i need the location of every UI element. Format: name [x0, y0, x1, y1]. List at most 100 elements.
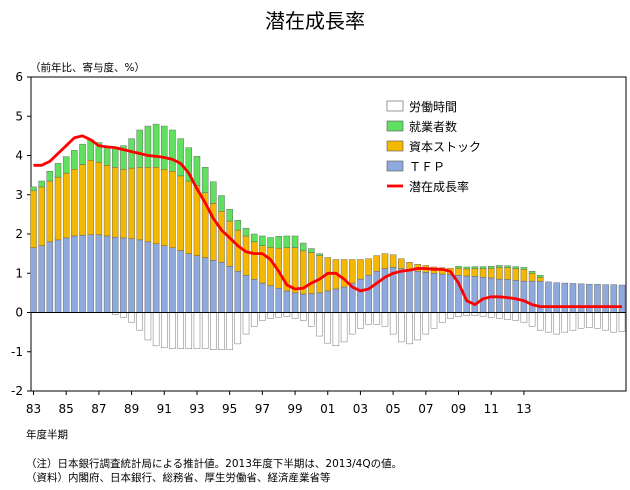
- bar-segment: [283, 312, 291, 317]
- legend-swatch: [386, 160, 404, 172]
- bar-segment: [218, 312, 225, 350]
- bar-segment: [455, 312, 462, 317]
- bar-segment: [30, 247, 37, 313]
- bar-segment: [406, 312, 413, 345]
- bar-segment: [144, 312, 152, 341]
- bar-segment: [365, 275, 372, 313]
- bar-segment: [561, 312, 569, 333]
- bar-segment: [577, 283, 585, 313]
- y-tick-label: 1: [15, 266, 23, 280]
- bar-segment: [79, 164, 86, 236]
- bar-segment: [496, 312, 503, 319]
- legend-label: 就業者数: [409, 119, 457, 134]
- bar-segment: [340, 312, 348, 343]
- x-tick-label: 99: [287, 402, 302, 416]
- bar-segment: [430, 273, 438, 313]
- bar-segment: [414, 312, 421, 341]
- bar-segment: [471, 266, 479, 269]
- bar-segment: [177, 175, 184, 251]
- potential-growth-line: [33, 134, 622, 308]
- bar-segment: [422, 272, 430, 313]
- bar-segment: [316, 292, 323, 313]
- bar-segment: [373, 255, 381, 272]
- bar-segment: [169, 312, 176, 349]
- bar-segment: [250, 233, 258, 243]
- bar-segment: [161, 169, 168, 246]
- bar-segment: [447, 274, 454, 313]
- bar-segment: [324, 312, 331, 344]
- bar-segment: [152, 123, 160, 168]
- bar-segment: [169, 247, 176, 313]
- bar-segment: [112, 147, 119, 168]
- bar-segment: [463, 266, 470, 270]
- bar-segment: [112, 236, 119, 313]
- bar-segment: [161, 312, 168, 349]
- bar-segment: [438, 273, 446, 313]
- source-note: （資料）内閣府、日本銀行、総務省、厚生労働省、経済産業省等: [26, 472, 331, 484]
- bar-segment: [381, 312, 389, 327]
- bar-segment: [136, 167, 143, 241]
- bar-segment: [398, 312, 405, 343]
- bar-segment: [520, 269, 528, 282]
- bar-segment: [38, 245, 45, 313]
- y-tick-label: -2: [11, 384, 23, 398]
- bar-segment: [283, 235, 291, 248]
- bar-segment: [308, 293, 315, 313]
- bar-segment: [340, 286, 348, 313]
- bar-segment: [316, 255, 323, 294]
- bar-segment: [128, 167, 135, 239]
- bar-segment: [332, 288, 340, 313]
- bar-segment: [594, 284, 601, 313]
- bar-segment: [398, 258, 405, 269]
- bar-segment: [430, 312, 438, 329]
- bar-segment: [487, 277, 495, 313]
- bar-segment: [357, 259, 364, 280]
- bar-segment: [586, 284, 593, 313]
- chart-title: 潜在成長率: [265, 9, 365, 33]
- bar-segment: [177, 138, 184, 177]
- bar-segment: [136, 239, 143, 313]
- bar-segment: [193, 255, 201, 313]
- bar-segment: [250, 312, 258, 327]
- bar-segment: [185, 180, 193, 254]
- bar-segment: [226, 220, 233, 267]
- bar-segment: [586, 312, 593, 328]
- bar-segment: [349, 259, 356, 284]
- bar-segment: [234, 229, 242, 272]
- bar-segment: [169, 170, 176, 248]
- bar-segment: [210, 181, 217, 204]
- bar-segment: [504, 265, 511, 268]
- bar-segment: [250, 278, 258, 313]
- bar-segment: [120, 312, 127, 318]
- bar-segment: [275, 236, 282, 249]
- bar-segment: [136, 129, 143, 168]
- bar-segment: [471, 268, 479, 277]
- bar-segment: [324, 290, 331, 313]
- bar-segment: [226, 209, 233, 222]
- y-tick-label: 5: [15, 109, 23, 123]
- bar-segment: [267, 312, 274, 319]
- bar-segment: [185, 147, 193, 182]
- bar-segment: [210, 312, 217, 350]
- bar-segment: [340, 259, 348, 288]
- y-tick-label: 2: [15, 227, 23, 241]
- bar-segment: [242, 227, 250, 237]
- bar-segment: [120, 169, 127, 239]
- bar-segment: [62, 156, 70, 174]
- bar-segment: [79, 143, 86, 165]
- bar-segment: [95, 142, 103, 163]
- bar-segment: [504, 312, 511, 320]
- bar-segment: [46, 241, 54, 313]
- bar-segment: [357, 312, 364, 329]
- bar-segment: [234, 312, 242, 345]
- x-tick-label: 95: [222, 402, 237, 416]
- bar-segment: [30, 186, 37, 192]
- bar-segment: [259, 282, 266, 313]
- bar-segment: [128, 312, 135, 323]
- bar-segment: [193, 156, 201, 186]
- x-tick-label: 93: [189, 402, 204, 416]
- bar-segment: [512, 268, 519, 281]
- bar-segment: [316, 253, 323, 256]
- bar-segment: [46, 170, 54, 182]
- bar-segment: [87, 234, 94, 313]
